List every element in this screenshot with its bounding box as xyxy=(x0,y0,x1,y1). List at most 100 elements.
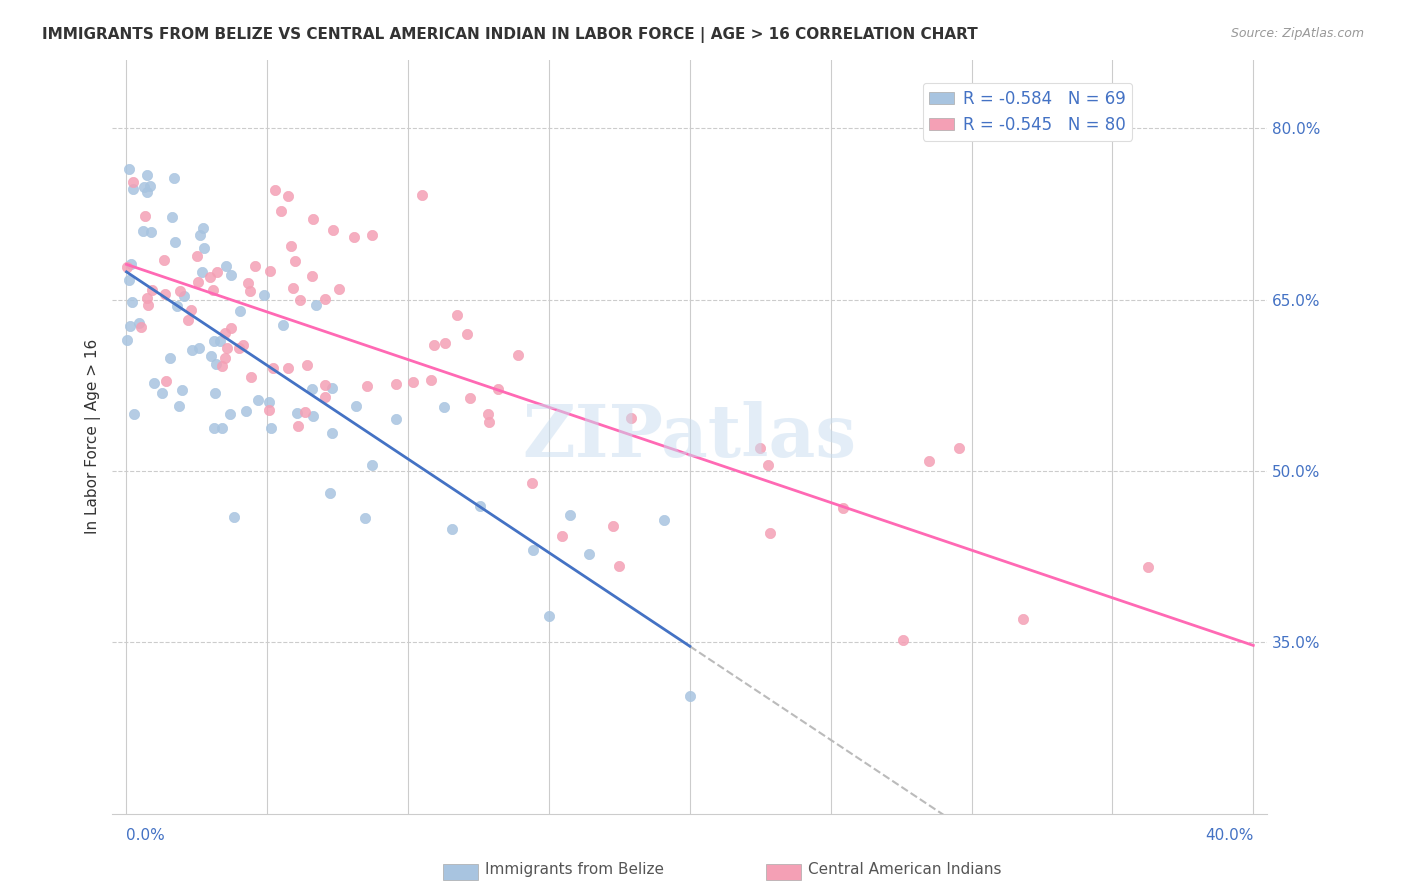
Point xyxy=(172,384,194,398)
Point xyxy=(948,442,970,456)
Point xyxy=(322,223,344,237)
Point xyxy=(277,189,299,203)
Point xyxy=(117,273,139,287)
Point xyxy=(508,348,530,362)
Point xyxy=(188,227,211,242)
Point xyxy=(219,268,242,282)
Point xyxy=(204,386,226,401)
Point xyxy=(205,357,228,371)
Point xyxy=(150,386,173,401)
Point xyxy=(155,374,177,388)
Point xyxy=(280,239,302,253)
Point xyxy=(115,260,138,274)
Point xyxy=(243,259,266,273)
Point xyxy=(831,501,853,516)
Point xyxy=(129,319,152,334)
Point xyxy=(301,269,323,284)
Point xyxy=(132,224,155,238)
Point xyxy=(262,360,284,375)
Point xyxy=(314,377,336,392)
Point xyxy=(1012,612,1035,626)
Point xyxy=(288,293,311,307)
Point xyxy=(201,283,224,297)
Point xyxy=(120,256,142,270)
Point xyxy=(321,382,343,396)
Point xyxy=(578,547,600,561)
Point xyxy=(294,405,316,419)
Point xyxy=(222,509,245,524)
Text: ZIPatlas: ZIPatlas xyxy=(523,401,856,472)
Point xyxy=(257,403,280,417)
Point xyxy=(166,299,188,313)
Point xyxy=(136,185,159,199)
Point xyxy=(124,407,146,421)
Point xyxy=(749,442,772,456)
Point xyxy=(285,406,308,420)
Point xyxy=(122,181,145,195)
Point xyxy=(202,334,225,349)
Point xyxy=(460,391,482,405)
Point xyxy=(238,277,260,291)
Point xyxy=(253,288,276,302)
Point xyxy=(180,303,202,318)
Point xyxy=(228,341,250,355)
Point xyxy=(620,410,643,425)
Point xyxy=(153,252,176,267)
Point xyxy=(177,313,200,327)
Point xyxy=(211,420,233,434)
Text: 40.0%: 40.0% xyxy=(1205,828,1253,843)
Point xyxy=(128,316,150,330)
Text: IMMIGRANTS FROM BELIZE VS CENTRAL AMERICAN INDIAN IN LABOR FORCE | AGE > 16 CORR: IMMIGRANTS FROM BELIZE VS CENTRAL AMERIC… xyxy=(42,27,979,43)
Point xyxy=(135,292,157,306)
Point xyxy=(264,183,287,197)
Point xyxy=(121,294,143,309)
Point xyxy=(259,264,281,278)
Point xyxy=(354,511,377,525)
Point xyxy=(132,180,155,194)
Point xyxy=(235,404,257,418)
Point xyxy=(120,319,142,334)
Point xyxy=(301,409,323,423)
Point xyxy=(385,412,408,426)
Point xyxy=(432,400,454,414)
Point xyxy=(211,359,233,373)
Point xyxy=(356,378,378,392)
Y-axis label: In Labor Force | Age > 16: In Labor Force | Age > 16 xyxy=(86,339,101,534)
Point xyxy=(411,188,433,202)
Point xyxy=(221,320,243,334)
Point xyxy=(173,289,195,303)
Point xyxy=(276,360,298,375)
Point xyxy=(163,235,186,249)
Point xyxy=(214,326,236,340)
Text: 0.0%: 0.0% xyxy=(127,828,166,843)
Point xyxy=(538,609,561,624)
Point xyxy=(314,391,336,405)
Point xyxy=(260,421,283,435)
Point xyxy=(301,383,323,397)
Point xyxy=(319,486,342,500)
Point xyxy=(187,341,209,355)
Point xyxy=(361,227,384,242)
Point xyxy=(181,343,204,357)
Point xyxy=(419,373,441,387)
Point xyxy=(478,415,501,429)
Text: Immigrants from Belize: Immigrants from Belize xyxy=(485,863,664,877)
Point xyxy=(468,500,491,514)
Point xyxy=(434,335,457,350)
Point xyxy=(343,230,366,244)
Point xyxy=(209,334,232,349)
Point xyxy=(153,286,176,301)
Point xyxy=(228,303,250,318)
Point xyxy=(193,241,215,255)
Point xyxy=(219,407,242,421)
Point xyxy=(239,284,262,298)
Point xyxy=(167,399,190,413)
Point xyxy=(756,458,779,472)
Point xyxy=(202,421,225,435)
Point xyxy=(477,407,499,421)
Point xyxy=(118,162,141,177)
Point xyxy=(328,282,350,296)
Point xyxy=(295,358,318,372)
Point xyxy=(520,475,543,490)
Point xyxy=(486,383,509,397)
